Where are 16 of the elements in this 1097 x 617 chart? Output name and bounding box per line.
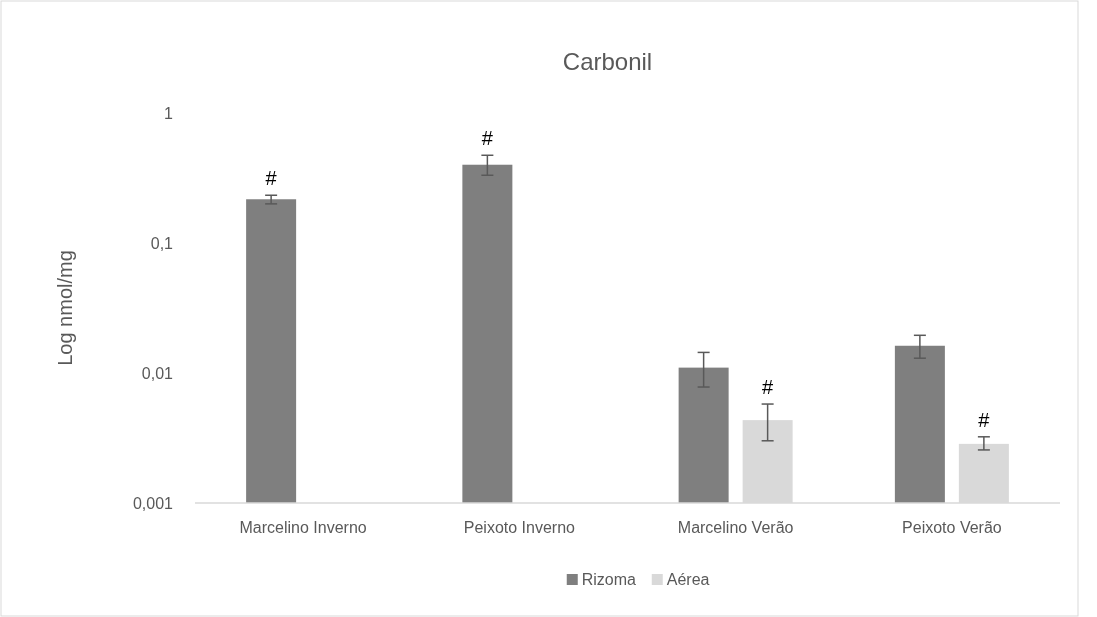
y-tick-label: 0,001: [132, 494, 174, 512]
y-axis-title: Log nmol/mg: [54, 250, 76, 366]
x-tick-label: Marcelino Verão: [677, 519, 794, 536]
data-label: #: [481, 127, 494, 150]
data-label: #: [265, 167, 278, 190]
y-tick-label: 0,1: [150, 234, 174, 252]
legend-label: Aérea: [666, 571, 710, 588]
data-label: #: [762, 376, 775, 399]
data-label: #: [978, 408, 991, 431]
chart-title: Carbonil: [562, 48, 653, 75]
legend-label: Rizoma: [581, 571, 637, 588]
y-tick-label: 0,01: [141, 364, 174, 382]
x-tick-label: Peixoto Inverno: [463, 519, 576, 536]
y-tick-label: 1: [164, 104, 174, 122]
x-tick-label: Marcelino Inverno: [239, 519, 367, 536]
x-tick-label: Peixoto Verão: [902, 519, 1002, 536]
